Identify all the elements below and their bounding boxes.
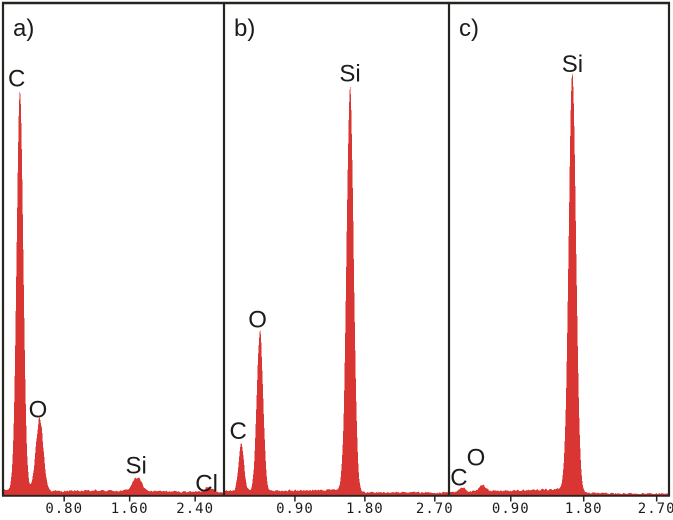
tick-label: 0.90 <box>492 501 530 517</box>
spectrum-curve-b <box>225 83 448 495</box>
figure-frame <box>1 1 671 497</box>
element-label-o: O <box>248 307 267 334</box>
element-label-si: Si <box>339 61 360 88</box>
tick-label: 1.80 <box>565 501 603 517</box>
panel-label-a: a) <box>13 15 34 42</box>
tick-label: 0.90 <box>276 501 314 517</box>
element-label-o: O <box>467 445 486 472</box>
spectrum-curve-a <box>4 88 223 495</box>
element-label-cl: Cl <box>195 471 218 498</box>
tick-label: 0.80 <box>45 501 83 517</box>
tick-label: 1.60 <box>111 501 149 517</box>
element-label-si: Si <box>562 51 583 78</box>
element-label-c: C <box>230 418 247 445</box>
element-label-c: C <box>450 465 467 492</box>
element-label-si: Si <box>126 452 147 479</box>
tick-label: 2.40 <box>176 501 214 517</box>
element-label-o: O <box>29 397 48 424</box>
element-label-c: C <box>8 66 25 93</box>
spectrum-panel-a: 0.80 1.60 2.40 C O Si Cl a) <box>4 15 223 517</box>
spectrum-panel-b: 0.90 1.80 2.70 C O Si b) <box>225 15 454 517</box>
spectrum-panel-c: 0.90 1.80 2.70 CO Si c) <box>450 15 673 517</box>
panel-label-c: c) <box>459 15 479 42</box>
tick-label: 2.70 <box>416 501 454 517</box>
tick-label: 2.70 <box>638 501 673 517</box>
tick-label: 1.80 <box>346 501 384 517</box>
panel-label-b: b) <box>234 15 255 42</box>
spectrum-curve-c <box>450 72 668 495</box>
